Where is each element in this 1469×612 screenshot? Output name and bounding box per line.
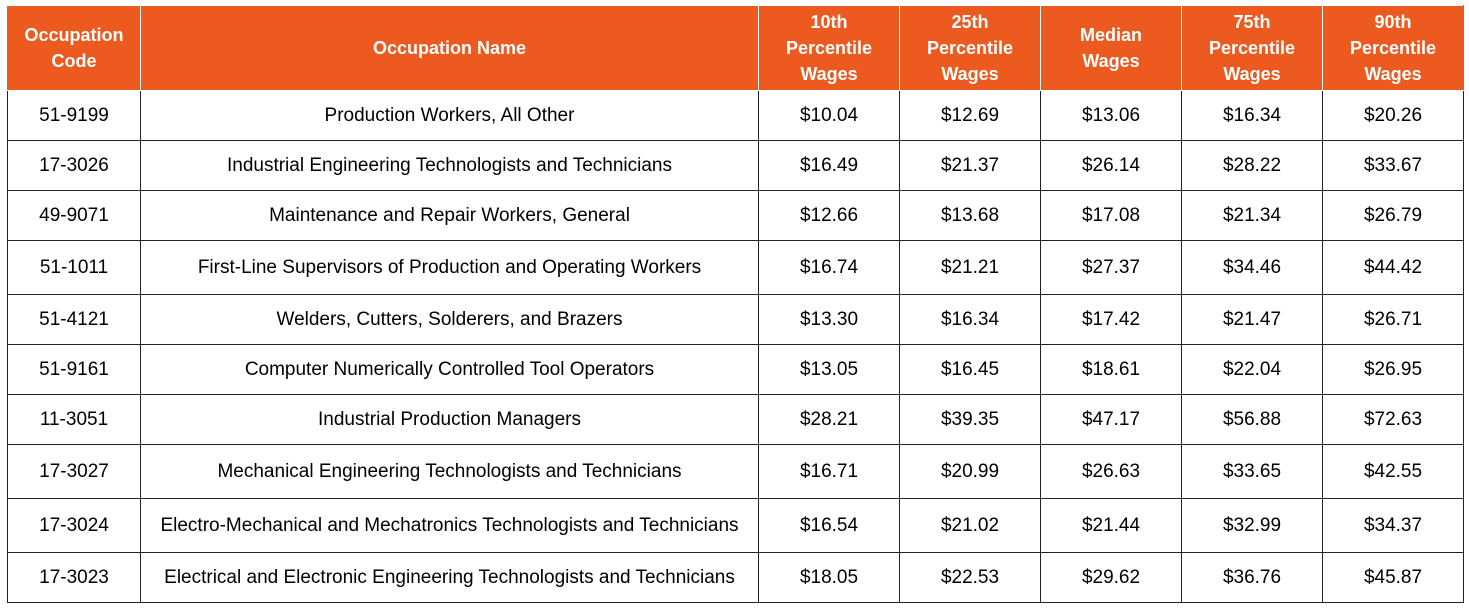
cell-75th-percentile: $36.76 xyxy=(1181,552,1323,603)
header-90th-percentile-wages: 90th Percentile Wages xyxy=(1322,5,1464,91)
cell-occupation-name: Electrical and Electronic Engineering Te… xyxy=(140,552,759,603)
cell-90th-percentile: $33.67 xyxy=(1322,140,1464,191)
cell-90th-percentile: $34.37 xyxy=(1322,498,1464,553)
cell-10th-percentile: $10.04 xyxy=(758,90,900,141)
cell-75th-percentile: $56.88 xyxy=(1181,394,1323,445)
cell-90th-percentile: $42.55 xyxy=(1322,444,1464,499)
cell-25th-percentile: $21.02 xyxy=(899,498,1041,553)
cell-occupation-code: 51-1011 xyxy=(7,240,141,295)
table-row: 51-1011 First-Line Supervisors of Produc… xyxy=(7,240,1464,295)
cell-10th-percentile: $13.30 xyxy=(758,294,900,345)
cell-10th-percentile: $16.54 xyxy=(758,498,900,553)
cell-occupation-code: 17-3026 xyxy=(7,140,141,191)
cell-occupation-name: Welders, Cutters, Solderers, and Brazers xyxy=(140,294,759,345)
cell-occupation-code: 11-3051 xyxy=(7,394,141,445)
cell-90th-percentile: $26.95 xyxy=(1322,344,1464,395)
table-row: 49-9071 Maintenance and Repair Workers, … xyxy=(7,190,1464,241)
cell-25th-percentile: $13.68 xyxy=(899,190,1041,241)
cell-median: $27.37 xyxy=(1040,240,1182,295)
header-occupation-name: Occupation Name xyxy=(140,5,759,91)
table-row: 17-3026 Industrial Engineering Technolog… xyxy=(7,140,1464,191)
cell-90th-percentile: $26.71 xyxy=(1322,294,1464,345)
cell-25th-percentile: $21.37 xyxy=(899,140,1041,191)
cell-occupation-code: 51-9199 xyxy=(7,90,141,141)
cell-10th-percentile: $16.74 xyxy=(758,240,900,295)
cell-occupation-code: 51-4121 xyxy=(7,294,141,345)
cell-25th-percentile: $12.69 xyxy=(899,90,1041,141)
cell-75th-percentile: $34.46 xyxy=(1181,240,1323,295)
cell-occupation-name: Computer Numerically Controlled Tool Ope… xyxy=(140,344,759,395)
table-row: 17-3027 Mechanical Engineering Technolog… xyxy=(7,444,1464,499)
cell-occupation-name: Industrial Production Managers xyxy=(140,394,759,445)
cell-25th-percentile: $16.45 xyxy=(899,344,1041,395)
cell-25th-percentile: $20.99 xyxy=(899,444,1041,499)
header-75th-percentile-wages: 75th Percentile Wages xyxy=(1181,5,1323,91)
cell-occupation-code: 51-9161 xyxy=(7,344,141,395)
table-row: 51-9199 Production Workers, All Other $1… xyxy=(7,90,1464,141)
cell-75th-percentile: $22.04 xyxy=(1181,344,1323,395)
cell-occupation-code: 17-3023 xyxy=(7,552,141,603)
table-row: 17-3024 Electro-Mechanical and Mechatron… xyxy=(7,498,1464,553)
cell-75th-percentile: $32.99 xyxy=(1181,498,1323,553)
cell-median: $17.42 xyxy=(1040,294,1182,345)
cell-median: $18.61 xyxy=(1040,344,1182,395)
cell-10th-percentile: $13.05 xyxy=(758,344,900,395)
cell-10th-percentile: $16.49 xyxy=(758,140,900,191)
cell-90th-percentile: $26.79 xyxy=(1322,190,1464,241)
cell-occupation-code: 17-3027 xyxy=(7,444,141,499)
cell-75th-percentile: $16.34 xyxy=(1181,90,1323,141)
cell-75th-percentile: $28.22 xyxy=(1181,140,1323,191)
cell-75th-percentile: $21.34 xyxy=(1181,190,1323,241)
cell-occupation-name: Production Workers, All Other xyxy=(140,90,759,141)
table-row: 17-3023 Electrical and Electronic Engine… xyxy=(7,552,1464,603)
cell-occupation-code: 17-3024 xyxy=(7,498,141,553)
cell-occupation-name: Electro-Mechanical and Mechatronics Tech… xyxy=(140,498,759,553)
cell-90th-percentile: $44.42 xyxy=(1322,240,1464,295)
cell-25th-percentile: $21.21 xyxy=(899,240,1041,295)
cell-25th-percentile: $16.34 xyxy=(899,294,1041,345)
cell-90th-percentile: $72.63 xyxy=(1322,394,1464,445)
cell-occupation-name: Maintenance and Repair Workers, General xyxy=(140,190,759,241)
cell-median: $29.62 xyxy=(1040,552,1182,603)
cell-occupation-name: Mechanical Engineering Technologists and… xyxy=(140,444,759,499)
table-row: 11-3051 Industrial Production Managers $… xyxy=(7,394,1464,445)
cell-median: $17.08 xyxy=(1040,190,1182,241)
header-25th-percentile-wages: 25th Percentile Wages xyxy=(899,5,1041,91)
table-row: 51-9161 Computer Numerically Controlled … xyxy=(7,344,1464,395)
cell-occupation-name: First-Line Supervisors of Production and… xyxy=(140,240,759,295)
cell-90th-percentile: $20.26 xyxy=(1322,90,1464,141)
cell-10th-percentile: $28.21 xyxy=(758,394,900,445)
cell-10th-percentile: $16.71 xyxy=(758,444,900,499)
cell-median: $21.44 xyxy=(1040,498,1182,553)
cell-10th-percentile: $12.66 xyxy=(758,190,900,241)
cell-median: $26.14 xyxy=(1040,140,1182,191)
cell-75th-percentile: $21.47 xyxy=(1181,294,1323,345)
cell-10th-percentile: $18.05 xyxy=(758,552,900,603)
occupation-wage-table: Occupation Code Occupation Name 10th Per… xyxy=(7,5,1464,603)
cell-median: $26.63 xyxy=(1040,444,1182,499)
cell-median: $13.06 xyxy=(1040,90,1182,141)
cell-occupation-name: Industrial Engineering Technologists and… xyxy=(140,140,759,191)
header-median-wages: Median Wages xyxy=(1040,5,1182,91)
table-header-row: Occupation Code Occupation Name 10th Per… xyxy=(7,5,1464,91)
cell-75th-percentile: $33.65 xyxy=(1181,444,1323,499)
header-occupation-code: Occupation Code xyxy=(7,5,141,91)
cell-25th-percentile: $39.35 xyxy=(899,394,1041,445)
cell-occupation-code: 49-9071 xyxy=(7,190,141,241)
table-row: 51-4121 Welders, Cutters, Solderers, and… xyxy=(7,294,1464,345)
header-10th-percentile-wages: 10th Percentile Wages xyxy=(758,5,900,91)
cell-median: $47.17 xyxy=(1040,394,1182,445)
wage-table-container: Occupation Code Occupation Name 10th Per… xyxy=(7,5,1464,603)
cell-25th-percentile: $22.53 xyxy=(899,552,1041,603)
cell-90th-percentile: $45.87 xyxy=(1322,552,1464,603)
